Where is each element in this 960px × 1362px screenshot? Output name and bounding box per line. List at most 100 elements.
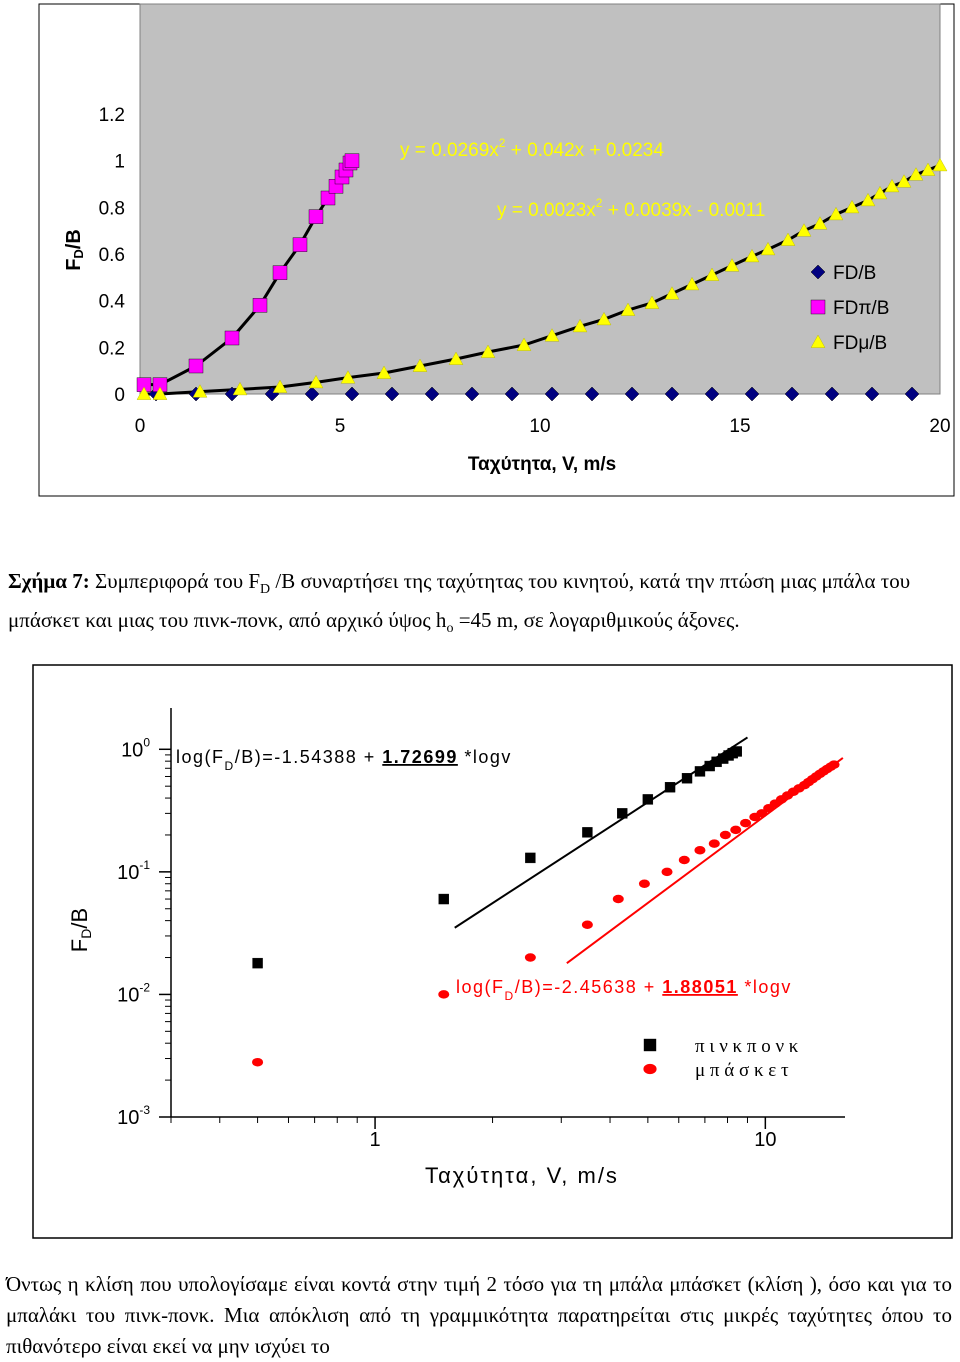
chart2-x-tick-label: 1 [370,1129,381,1151]
chart1-data-point [152,386,168,400]
chart2-data-point [612,894,624,904]
chart1-data-point [844,199,860,214]
caption-text-a: Συμπεριφορά του F [89,569,261,593]
chart1-data-point [304,386,320,402]
chart1-plot: 0 0.2 0.4 0.6 0.8 1 1.2 0 5 10 15 20 [99,105,951,437]
chart2-data-point [664,782,676,793]
chart2-data-point [617,808,628,819]
chart1-data-point [344,386,360,402]
figure-caption: Σχήμα 7: Συμπεριφορά του FD /B συναρτήσε… [8,566,952,644]
chart1-y-tick-label: 1.2 [99,105,125,126]
chart1-data-point [376,365,392,379]
chart2-frame [32,664,953,1239]
chart2-x-axis-label: Ταχύτητα, V, m/s [425,1163,619,1188]
chart2-y-tick-label: 10-3 [117,1103,150,1129]
chart1-x-axis-label: Ταχύτητα, V, m/s [468,454,616,475]
legend-label: μ π ά σ κ ε τ [695,1060,789,1081]
fit-equation-1: log(FD/B)=-1.54388 + 1.72699 *logv [176,747,512,773]
legend-marker [643,1063,657,1075]
chart1-data-point [308,374,324,389]
chart2-data-point [438,990,450,999]
chart1-data-point [384,386,400,402]
chart1-data-point [516,337,532,351]
chart1-x-tick-label: 0 [135,416,146,437]
trendline-equation-2: y = 0.0023x2 + 0.0039x - 0.0011 [497,196,765,221]
chart1-data-point [908,167,924,181]
chart1-x-tick-label: 5 [335,416,346,437]
chart2-data-point [582,827,593,838]
chart1-y-tick-label: 0.2 [99,338,125,359]
chart1-data-point [292,237,308,252]
chart2-y-tick-label: 10-2 [117,980,150,1006]
chart1-legend: FD/B FDπ/B FDμ/B [810,263,889,354]
chart1-data-point [932,157,948,172]
chart2-data-point [731,746,742,757]
legend-marker [643,1038,657,1052]
chart2-data-point [661,867,673,877]
chart1-data-point [812,216,828,230]
chart2-plot: 100 10-1 10-2 10-3 1 10 [117,708,845,1151]
chart1-data-point [272,265,288,280]
chart2-data-point [740,818,752,828]
fit-equation-2: log(FD/B)=-2.45638 + 1.88051 *logv [456,977,792,1003]
chart2-data-point [756,809,768,818]
chart1-data-point [896,174,912,188]
chart2-data-point [525,852,536,864]
chart1-data-point [904,386,920,402]
chart1-plot-area [139,3,941,395]
chart2-data-point [252,957,263,969]
chart2-data-point [581,920,593,930]
chart1-data-point [872,185,888,200]
chart1-y-tick-label: 1 [114,152,125,173]
chart2-y-tick-label: 10-1 [117,858,150,884]
chart2-data-point [681,773,693,784]
chart1-data-point [664,286,680,300]
legend-label: FDπ/B [833,298,889,319]
chart1-data-point [704,267,720,281]
chart1-data-point [448,351,464,365]
chart1-data-point [596,311,612,326]
legend-marker [810,334,826,348]
legend-marker [810,264,826,280]
chart1-data-point [252,298,268,313]
chart1-data-point [920,162,936,176]
body-paragraph: Όντως η κλίση που υπολογίσαμε είναι κοντ… [6,1272,952,1358]
chart1-data-point [824,386,840,402]
caption-sub-b: o [446,621,454,637]
legend-label: FDμ/B [833,333,887,354]
chart2-x-tick-label: 10 [754,1129,776,1151]
chart1-x-tick-label: 20 [929,416,950,437]
chart1-x-tick-label: 15 [729,416,750,437]
chart1-data-point [504,386,520,402]
chart2-data-point [708,839,720,848]
legend-label: FD/B [833,263,876,284]
chart1-data-point [544,386,560,402]
legend-label: π ι ν κ π ο ν κ [695,1036,799,1057]
velocity-drag-chart: ΔΙΑΓΡΑΜΜΑ FD/B - ΤΑΧΥΤΗΤΑΣ 00.20.40.60.8… [38,3,955,497]
chart1-data-point [624,386,640,402]
chart1-data-point [796,223,812,237]
chart1-y-axis-label: FD/B [63,229,86,271]
chart1-x-tick-label: 10 [529,416,550,437]
chart2-data-point [642,794,654,805]
chart1-data-point [744,386,760,402]
chart1-data-point [192,384,208,398]
chart1-data-point [704,386,720,402]
chart1-data-point [780,232,796,246]
chart1-data-point [272,379,288,393]
chart2-data-point [678,855,690,865]
chart1-data-point [136,386,152,400]
trendline-equation-1: y = 0.0269x2 + 0.042x + 0.0234 [400,136,664,161]
chart1-data-point [760,241,776,256]
chart1-data-point [784,386,800,402]
chart1-y-tick-label: 0.4 [99,292,126,313]
chart1-data-point [344,153,360,168]
chart2-data-point [719,830,731,840]
chart2-data-point [730,825,742,835]
chart2-legend: π ι ν κ π ο ν κ μ π ά σ κ ε τ [643,1036,799,1081]
chart1-data-point [340,370,356,384]
chart1-data-point [644,295,660,309]
chart1-data-point [464,386,480,402]
chart2-data-point [694,846,706,855]
chart1-data-point [884,178,900,193]
